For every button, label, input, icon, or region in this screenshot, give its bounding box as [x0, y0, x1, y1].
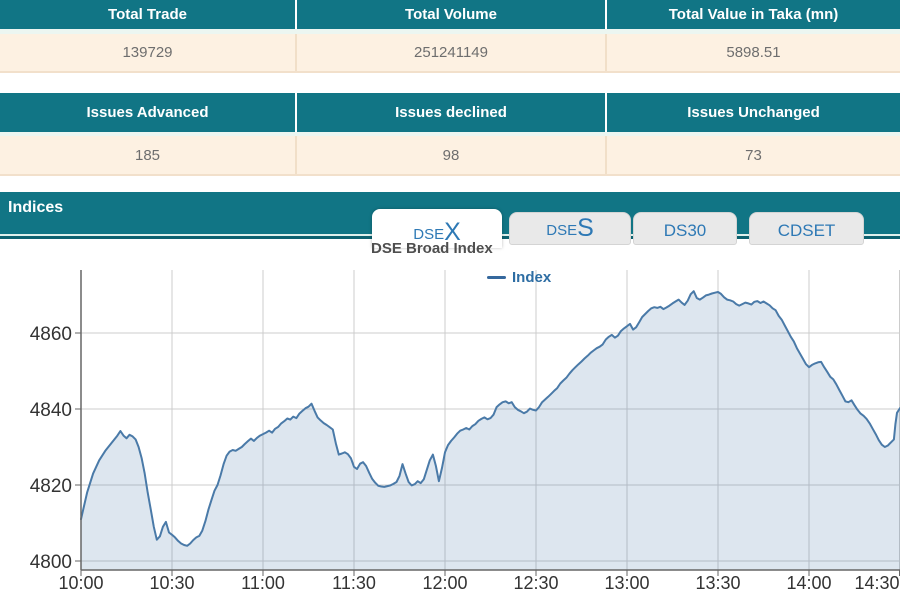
tab-dses-label-big: S [577, 214, 594, 242]
header-issues-advanced: Issues Advanced [0, 93, 297, 132]
legend-label: Index [512, 269, 552, 286]
tab-dses-label-small: DSE [546, 222, 578, 239]
index-series-line [80, 290, 900, 547]
x-axis-label: 10:00 [58, 573, 103, 593]
y-axis-label: 4820 [30, 476, 72, 497]
chart-canvas: 4800 4820 4840 4860 10:00 10:30 11:00 11:30 12:0… [30, 270, 900, 593]
y-axis-label: 4840 [30, 400, 72, 421]
x-axis-label: 11:00 [241, 573, 285, 593]
trade-summary-value-row: 139729 251241149 5898.51 [0, 34, 900, 73]
tab-ds30[interactable]: DS30 [633, 212, 737, 245]
tab-dses[interactable]: DSE S [509, 212, 631, 245]
x-axis-label: 13:00 [604, 573, 649, 593]
tab-ds30-label: DS30 [663, 221, 707, 240]
header-issues-unchanged: Issues Unchanged [687, 104, 820, 121]
indices-section-title: Indices [8, 199, 64, 216]
trade-summary-header-row: Total Trade Total Volume Total Value in … [0, 0, 900, 29]
index-area-chart: 4800 4820 4840 4860 10:00 10:30 11:00 11:30 12:0… [0, 255, 900, 600]
y-axis-label: 4800 [30, 552, 72, 573]
x-axis-label: 13:30 [695, 573, 740, 593]
header-total-volume: Total Volume [297, 0, 607, 29]
header-issues-declined: Issues declined [297, 93, 607, 132]
index-series-area [81, 291, 900, 570]
issues-summary-header-row: Issues Advanced Issues declined Issues U… [0, 93, 900, 132]
tab-dsex-label-big: X [444, 218, 461, 246]
header-total-value: Total Value in Taka (mn) [668, 6, 839, 23]
chart-title: DSE Broad Index [371, 240, 493, 257]
table1-separator [0, 29, 900, 34]
x-axis-label: 14:00 [786, 573, 831, 593]
tab-dsex-label-small: DSE [413, 226, 445, 243]
table2-separator [0, 132, 900, 136]
legend-line-swatch [487, 276, 506, 279]
x-axis-label: 11:30 [332, 573, 376, 593]
value-issues-unchanged: 73 [745, 146, 762, 164]
tab-cdset[interactable]: CDSET [749, 212, 864, 245]
issues-summary-value-row: 185 98 73 [0, 136, 900, 176]
x-axis-label: 10:30 [149, 573, 194, 593]
header-total-trade: Total Trade [0, 0, 297, 29]
value-total-trade: 139729 [0, 34, 297, 71]
legend-item-index[interactable]: Index [487, 269, 551, 286]
value-issues-declined: 98 [297, 136, 607, 174]
tab-dsex[interactable]: DSE X [372, 209, 502, 248]
value-total-volume: 251241149 [297, 34, 607, 71]
tab-cdset-label: CDSET [777, 221, 836, 240]
y-axis-label: 4860 [30, 324, 72, 345]
x-axis-label: 14:30 [854, 573, 899, 593]
x-axis-label: 12:00 [422, 573, 467, 593]
value-issues-advanced: 185 [0, 136, 297, 174]
x-axis-label: 12:30 [513, 573, 558, 593]
value-total-value: 5898.51 [726, 44, 781, 61]
